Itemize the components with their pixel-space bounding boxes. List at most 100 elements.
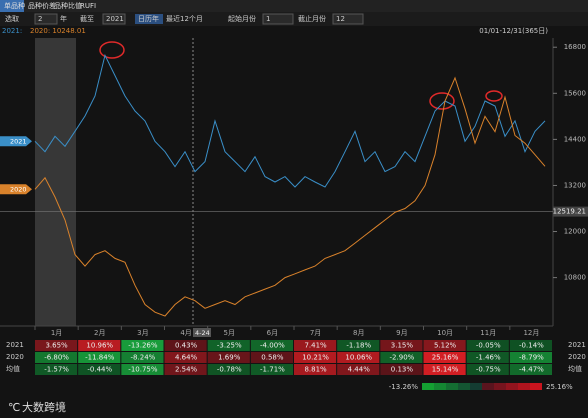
button-active[interactable] [135, 14, 163, 24]
dropdown[interactable] [34, 13, 58, 25]
tab[interactable]: 品种价差 [28, 1, 56, 10]
cell-text: -0.05% [476, 342, 501, 350]
info-2021: 2021: [2, 27, 22, 35]
cell [423, 364, 466, 375]
month-label: 4月 [180, 329, 191, 337]
cell [423, 340, 466, 351]
tab[interactable]: 品种比值 [54, 1, 82, 10]
scale-swatch [518, 383, 530, 390]
cell-text: -0.75% [476, 366, 501, 374]
cell-text: -2.90% [390, 354, 415, 362]
row-label: 2021 [568, 341, 586, 349]
cell-text: 10.96% [86, 342, 113, 350]
dropdown[interactable] [332, 13, 364, 25]
scale-swatch [506, 383, 518, 390]
cell [207, 352, 250, 363]
month-label: 6月 [267, 329, 278, 337]
cell-text: -8.79% [519, 354, 544, 362]
cell-text: 10.21% [302, 354, 329, 362]
tab-bar [0, 0, 588, 12]
cell-text: -6.80% [44, 354, 69, 362]
cell-text: 3.15% [391, 342, 414, 350]
cell [509, 340, 552, 351]
tab[interactable]: 单品种 [4, 1, 25, 10]
y-tick-label: 16800 [564, 43, 586, 51]
control-text[interactable]: 年 [60, 14, 67, 23]
cell [35, 364, 78, 375]
cell-text: -1.71% [260, 366, 285, 374]
row-label: 2020 [6, 353, 24, 361]
y-tick-label: 12000 [564, 228, 586, 236]
cell [294, 340, 337, 351]
cell [466, 352, 509, 363]
cell-text: -0.78% [217, 366, 242, 374]
cell [207, 340, 250, 351]
cell-text: -0.44% [87, 366, 112, 374]
row-label: 2020 [568, 353, 586, 361]
cell [121, 352, 164, 363]
cell [164, 364, 207, 375]
cell-text: 4.44% [348, 366, 371, 374]
series-line [34, 53, 546, 188]
control-text[interactable]: 最近12个月 [166, 14, 203, 23]
cell-text: -10.75% [128, 366, 158, 374]
last-price-tag [553, 206, 588, 217]
cell-text: -11.84% [85, 354, 115, 362]
control-text[interactable]: 截止月份 [298, 14, 326, 23]
control-text[interactable]: 2 [38, 15, 42, 23]
cell-text: 0.58% [261, 354, 284, 362]
scale-swatch [470, 383, 482, 390]
dropdown[interactable] [262, 13, 294, 25]
highlight-circle [429, 92, 455, 110]
control-text[interactable]: 起始月份 [228, 14, 256, 23]
cursor-tag [193, 328, 211, 337]
y-tick-label: 14400 [564, 135, 586, 143]
month-label: 8月 [353, 329, 364, 337]
cell [250, 352, 293, 363]
highlight-circle [99, 41, 125, 59]
cell [294, 352, 337, 363]
cell [35, 352, 78, 363]
cell-text: 0.13% [391, 366, 414, 374]
month-label: 5月 [224, 329, 235, 337]
cell-text: 8.81% [304, 366, 327, 374]
control-text[interactable]: 截至 [80, 14, 94, 23]
cell [380, 364, 423, 375]
cell-text: -4.00% [260, 342, 285, 350]
cell [509, 364, 552, 375]
control-text[interactable]: 日历年 [138, 14, 159, 23]
cell [380, 340, 423, 351]
y-tick-label: 15600 [564, 89, 586, 97]
control-text[interactable]: 12 [336, 15, 345, 23]
cell [423, 352, 466, 363]
cell [207, 364, 250, 375]
cell-text: -1.46% [476, 354, 501, 362]
info-2020: 2020: 10248.01 [30, 27, 86, 35]
watermark: 大数跨境 [22, 400, 66, 414]
cell-text: -1.57% [44, 366, 69, 374]
scale-max: 25.16% [546, 383, 573, 391]
scale-swatch [530, 383, 542, 390]
control-text[interactable]: 选取 [5, 14, 19, 23]
cell [78, 340, 121, 351]
cell-text: -0.14% [519, 342, 544, 350]
cell [35, 340, 78, 351]
control-text[interactable]: 2021 [106, 15, 124, 23]
cell [78, 364, 121, 375]
scale-swatch [482, 383, 494, 390]
scale-swatch [446, 383, 458, 390]
control-text[interactable]: 1 [266, 15, 270, 23]
tab[interactable]: RUFI [80, 2, 96, 10]
cell-text: -3.25% [217, 342, 242, 350]
cell [337, 340, 380, 351]
cell-text: -1.18% [346, 342, 371, 350]
date-range: 01/01-12/31(365日) [479, 27, 548, 35]
cell-text: -4.47% [519, 366, 544, 374]
dropdown[interactable] [102, 13, 126, 25]
cell [121, 364, 164, 375]
series-flag [0, 136, 32, 147]
cell-text: 2.54% [175, 366, 198, 374]
cell-text: 15.14% [432, 366, 459, 374]
cell [250, 364, 293, 375]
